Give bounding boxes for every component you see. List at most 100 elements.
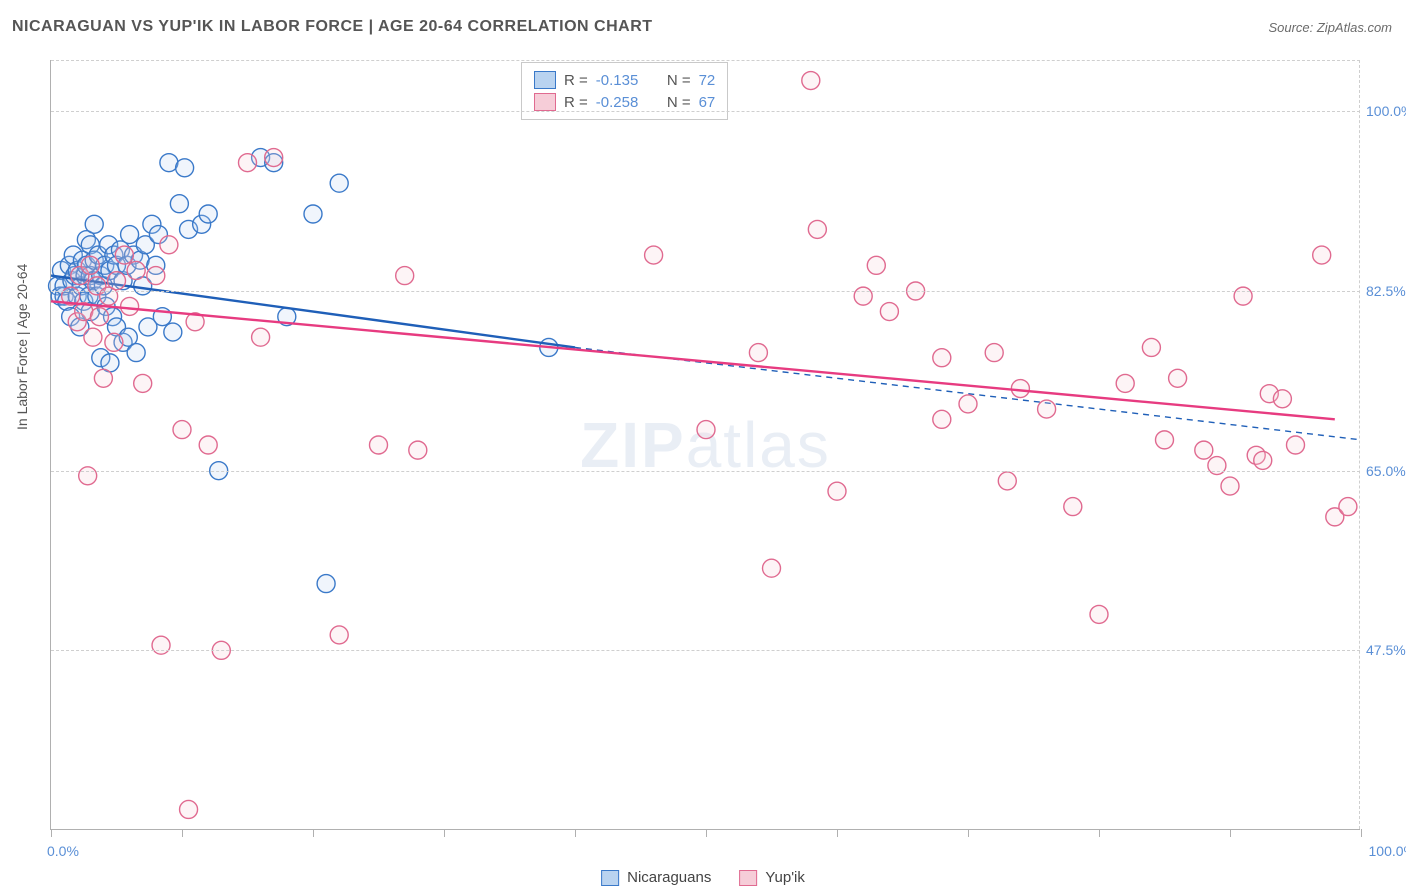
- gridline-h: [51, 291, 1360, 292]
- legend-item: Nicaraguans: [601, 869, 711, 886]
- scatter-point: [1038, 400, 1056, 418]
- scatter-point: [1208, 457, 1226, 475]
- scatter-point: [1234, 287, 1252, 305]
- scatter-point: [854, 287, 872, 305]
- scatter-point: [998, 472, 1016, 490]
- legend-label: Nicaraguans: [627, 869, 711, 886]
- gridline-h: [51, 111, 1360, 112]
- scatter-point: [1011, 380, 1029, 398]
- scatter-point: [749, 344, 767, 362]
- scatter-point: [85, 215, 103, 233]
- scatter-point: [880, 303, 898, 321]
- scatter-point: [164, 323, 182, 341]
- scatter-point: [252, 328, 270, 346]
- scatter-point: [985, 344, 1003, 362]
- scatter-point: [180, 800, 198, 818]
- scatter-point: [108, 272, 126, 290]
- scatter-point: [152, 636, 170, 654]
- scatter-point: [1064, 498, 1082, 516]
- x-tick: [182, 829, 183, 837]
- scatter-point: [1221, 477, 1239, 495]
- scatter-point: [105, 333, 123, 351]
- x-tick: [1230, 829, 1231, 837]
- x-tick: [444, 829, 445, 837]
- scatter-point: [121, 226, 139, 244]
- scatter-point: [330, 174, 348, 192]
- scatter-point: [239, 154, 257, 172]
- scatter-point: [1287, 436, 1305, 454]
- y-tick-label: 82.5%: [1366, 283, 1406, 299]
- scatter-point: [81, 256, 99, 274]
- scatter-point: [330, 626, 348, 644]
- scatter-point: [173, 421, 191, 439]
- x-tick: [313, 829, 314, 837]
- y-tick-label: 100.0%: [1366, 103, 1406, 119]
- scatter-point: [867, 256, 885, 274]
- scatter-point: [1273, 390, 1291, 408]
- gridline-h: [51, 650, 1360, 651]
- scatter-point: [160, 236, 178, 254]
- scatter-point: [176, 159, 194, 177]
- legend-swatch-icon: [601, 870, 619, 886]
- scatter-point: [370, 436, 388, 454]
- trend-line: [51, 301, 1335, 419]
- source-text: Source: ZipAtlas.com: [1268, 20, 1392, 35]
- legend-label: Yup'ik: [765, 869, 805, 886]
- scatter-point: [1156, 431, 1174, 449]
- scatter-point: [1195, 441, 1213, 459]
- y-axis-label: In Labor Force | Age 20-64: [14, 264, 30, 430]
- scatter-point: [121, 297, 139, 315]
- scatter-point: [959, 395, 977, 413]
- scatter-point: [396, 267, 414, 285]
- scatter-point: [409, 441, 427, 459]
- scatter-point: [304, 205, 322, 223]
- scatter-point: [808, 220, 826, 238]
- scatter-point: [115, 246, 133, 264]
- scatter-point: [84, 328, 102, 346]
- x-tick: [706, 829, 707, 837]
- scatter-point: [199, 436, 217, 454]
- scatter-point: [147, 267, 165, 285]
- scatter-point: [199, 205, 217, 223]
- scatter-point: [1313, 246, 1331, 264]
- x-axis-start-label: 0.0%: [47, 843, 79, 859]
- x-tick: [837, 829, 838, 837]
- plot-svg: [51, 60, 1360, 829]
- legend-swatch-icon: [739, 870, 757, 886]
- x-tick: [51, 829, 52, 837]
- scatter-point: [1116, 374, 1134, 392]
- scatter-point: [317, 575, 335, 593]
- x-tick: [1099, 829, 1100, 837]
- scatter-point: [1339, 498, 1357, 516]
- scatter-point: [265, 149, 283, 167]
- scatter-point: [127, 344, 145, 362]
- chart-container: NICARAGUAN VS YUP'IK IN LABOR FORCE | AG…: [0, 0, 1406, 892]
- scatter-point: [933, 349, 951, 367]
- x-tick: [1361, 829, 1362, 837]
- gridline-h: [51, 471, 1360, 472]
- x-axis-end-label: 100.0%: [1369, 843, 1406, 859]
- scatter-point: [802, 72, 820, 90]
- scatter-point: [933, 410, 951, 428]
- legend-item: Yup'ik: [739, 869, 805, 886]
- scatter-point: [1169, 369, 1187, 387]
- scatter-point: [697, 421, 715, 439]
- legend-bottom: Nicaraguans Yup'ik: [601, 869, 805, 886]
- scatter-point: [1254, 451, 1272, 469]
- scatter-point: [645, 246, 663, 264]
- x-tick: [575, 829, 576, 837]
- scatter-point: [1142, 338, 1160, 356]
- scatter-point: [134, 374, 152, 392]
- scatter-point: [828, 482, 846, 500]
- y-tick-label: 47.5%: [1366, 642, 1406, 658]
- scatter-point: [94, 369, 112, 387]
- chart-title: NICARAGUAN VS YUP'IK IN LABOR FORCE | AG…: [12, 18, 653, 36]
- plot-area: ZIPatlas R = -0.135 N = 72R = -0.258 N =…: [50, 60, 1360, 830]
- scatter-point: [1090, 605, 1108, 623]
- scatter-point: [90, 308, 108, 326]
- x-tick: [968, 829, 969, 837]
- scatter-point: [763, 559, 781, 577]
- scatter-point: [127, 261, 145, 279]
- scatter-point: [79, 467, 97, 485]
- scatter-point: [170, 195, 188, 213]
